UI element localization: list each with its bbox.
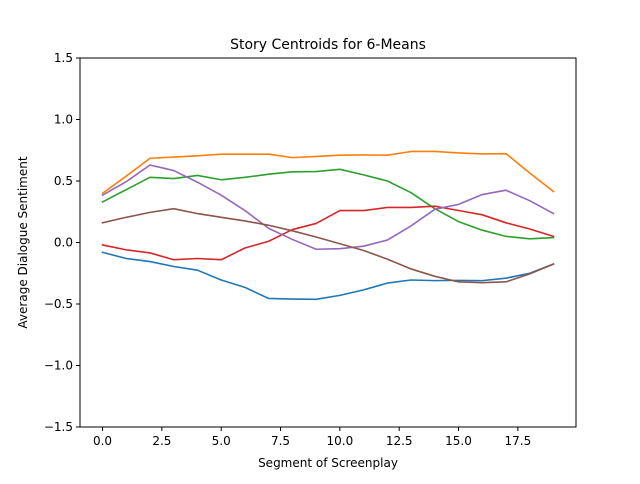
x-tick-label: 2.5	[152, 434, 171, 448]
y-tick-label: 1.0	[54, 113, 73, 127]
series-line-5	[101, 164, 555, 251]
x-axis-label: Segment of Screenplay	[258, 456, 398, 470]
x-tick-label: 12.5	[386, 434, 413, 448]
y-tick-label: 1.5	[54, 51, 73, 65]
x-tick-label: 15.0	[445, 434, 472, 448]
series-line-6	[101, 207, 555, 284]
x-tick-label: 0.0	[93, 434, 112, 448]
x-tick-label: 7.5	[271, 434, 290, 448]
y-tick-label: 0.0	[54, 236, 73, 250]
series-line-2	[101, 150, 555, 195]
series-line-4	[101, 205, 555, 261]
y-tick-label: −1.5	[44, 420, 73, 434]
y-tick-label: 0.5	[54, 174, 73, 188]
y-axis-label: Average Dialogue Sentiment	[16, 156, 30, 328]
series-layer	[101, 150, 555, 301]
x-axis-ticks: 0.0 2.5 5.0 7.5 10.0 12.5 15.0 17.5	[93, 427, 531, 448]
y-axis-ticks: −1.5 −1.0 −0.5 0.0 0.5 1.0 1.5	[44, 51, 80, 434]
x-tick-label: 17.5	[504, 434, 531, 448]
y-tick-label: −1.0	[44, 359, 73, 373]
y-tick-label: −0.5	[44, 297, 73, 311]
x-tick-label: 5.0	[212, 434, 231, 448]
series-line-1	[101, 251, 555, 301]
x-tick-label: 10.0	[327, 434, 354, 448]
chart-title: Story Centroids for 6-Means	[230, 37, 426, 53]
series-line-3	[101, 168, 555, 240]
